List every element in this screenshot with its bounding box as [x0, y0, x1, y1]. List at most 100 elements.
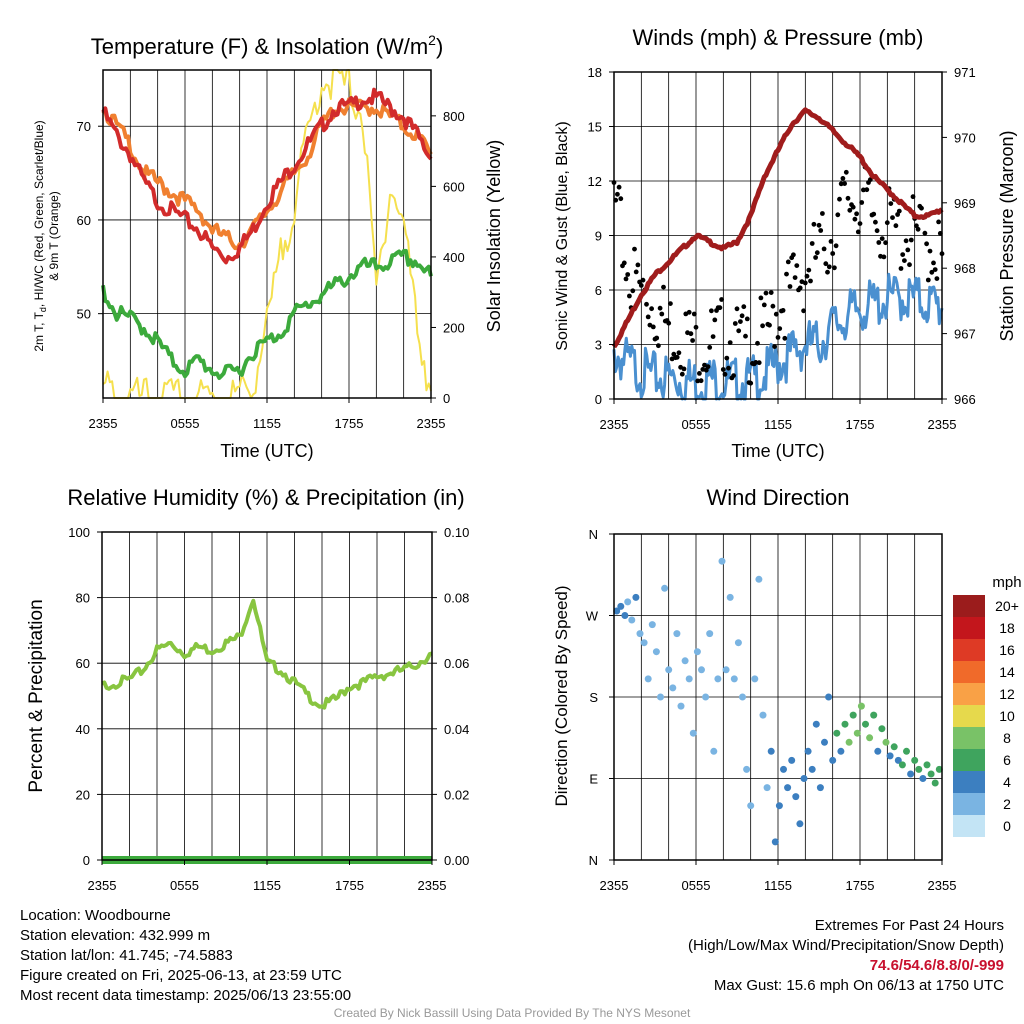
- gust-point: [668, 301, 673, 306]
- gust-point: [755, 340, 760, 346]
- gust-point: [695, 378, 701, 384]
- temperature-ylabel-line1: 2m T, Td, HI/WC (Red, Green, Scarlet/Blu…: [32, 120, 48, 351]
- gust-point: [760, 323, 765, 329]
- direction-point: [698, 666, 705, 674]
- gust-point: [802, 280, 808, 286]
- direction-point: [652, 648, 660, 656]
- direction-point: [743, 765, 751, 773]
- gust-point: [794, 263, 800, 268]
- direction-point: [751, 675, 759, 683]
- direction-point: [935, 765, 943, 773]
- direction-point: [812, 720, 820, 728]
- gust-point: [666, 320, 672, 326]
- gust-point: [640, 277, 646, 283]
- colorbar-title: mph: [992, 574, 1021, 591]
- insolation-y2tick-label: 600: [443, 179, 465, 194]
- direction-point: [890, 743, 898, 751]
- direction-point: [792, 793, 800, 801]
- gust-point: [927, 248, 933, 254]
- gust-point: [932, 267, 938, 272]
- direction-point: [894, 756, 902, 764]
- gust-point: [893, 223, 899, 229]
- direction-point: [780, 765, 787, 773]
- gust-point: [679, 371, 685, 377]
- wind-grid: [614, 72, 942, 399]
- direction-point: [849, 711, 857, 719]
- temperature-ytick-label: 60: [77, 213, 91, 228]
- gust-point: [727, 340, 733, 345]
- gust-point: [823, 261, 829, 267]
- pressure-y2tick-label: 966: [954, 392, 976, 407]
- direction-point: [628, 616, 636, 624]
- gust-point: [902, 258, 907, 263]
- colorbar-label: 0: [1003, 818, 1011, 834]
- direction-point: [661, 584, 669, 592]
- direction-point: [657, 693, 664, 701]
- direction-point: [673, 630, 681, 638]
- gust-point: [852, 216, 858, 222]
- credit-line: Created By Nick Bassill Using Data Provi…: [333, 1006, 691, 1020]
- gust-point: [873, 219, 878, 225]
- direction-point: [767, 747, 775, 755]
- gust-point: [758, 295, 764, 301]
- temperature-xtick-label: 0555: [171, 416, 200, 431]
- gust-point: [915, 226, 921, 232]
- direction-point: [788, 756, 796, 764]
- gust-point: [871, 211, 877, 217]
- gust-point: [833, 243, 839, 249]
- gust-point: [712, 317, 718, 323]
- wind-series: [611, 107, 945, 401]
- gust-point: [792, 275, 798, 280]
- direction-point: [771, 838, 779, 846]
- gust-point: [777, 326, 783, 331]
- gust-point: [719, 297, 724, 302]
- gust-point: [738, 319, 743, 324]
- colorbar-label: 6: [1003, 752, 1011, 768]
- gust-point: [861, 187, 866, 193]
- direction-title: Wind Direction: [706, 485, 849, 510]
- gust-point: [826, 264, 832, 270]
- direction-xtick-label: 2355: [928, 878, 957, 893]
- direction-point: [714, 675, 722, 683]
- direction-point: [882, 738, 890, 746]
- gust-point: [855, 229, 861, 235]
- gust-point: [919, 205, 924, 211]
- gust-point: [627, 293, 632, 299]
- series-td-line: [101, 248, 433, 380]
- gust-point: [890, 215, 895, 221]
- gust-point: [825, 269, 830, 275]
- direction-point: [710, 747, 718, 755]
- gust-point: [698, 378, 704, 384]
- temperature-ytick-label: 70: [77, 119, 91, 134]
- direction-point: [730, 675, 738, 683]
- direction-point: [857, 702, 865, 710]
- direction-point: [821, 738, 828, 746]
- colorbar-label: 12: [999, 686, 1015, 702]
- gust-point: [731, 373, 736, 378]
- gust-point: [814, 250, 820, 256]
- colorbar-label: 20+: [995, 598, 1019, 614]
- gust-point: [806, 267, 812, 273]
- gust-point: [697, 371, 702, 376]
- humidity-panel: Relative Humidity (%) & Precipitation (i…: [26, 485, 469, 893]
- gust-point: [659, 311, 665, 317]
- gust-point: [816, 222, 822, 228]
- gust-point: [717, 305, 723, 311]
- wind-xtick-label: 2355: [928, 417, 957, 432]
- recent-timestamp: Most recent data timestamp: 2025/06/13 2…: [20, 987, 352, 1004]
- temperature-xtick-label: 1755: [335, 416, 364, 431]
- gust-point: [780, 308, 786, 313]
- gust-point: [650, 324, 656, 330]
- direction-point: [919, 775, 927, 782]
- colorbar-swatch: [953, 617, 985, 639]
- gust-point: [623, 276, 629, 282]
- gust-point: [859, 200, 865, 205]
- pressure-ylabel: Station Pressure (Maroon): [997, 130, 1017, 341]
- gust-point: [811, 221, 817, 227]
- direction-point: [644, 675, 652, 683]
- gust-point: [656, 343, 661, 349]
- gust-point: [726, 365, 731, 371]
- direction-point: [747, 802, 755, 810]
- temperature-ylabel-line2: & 9m T (Orange): [47, 191, 61, 281]
- temperature-xtick-label: 2355: [417, 416, 446, 431]
